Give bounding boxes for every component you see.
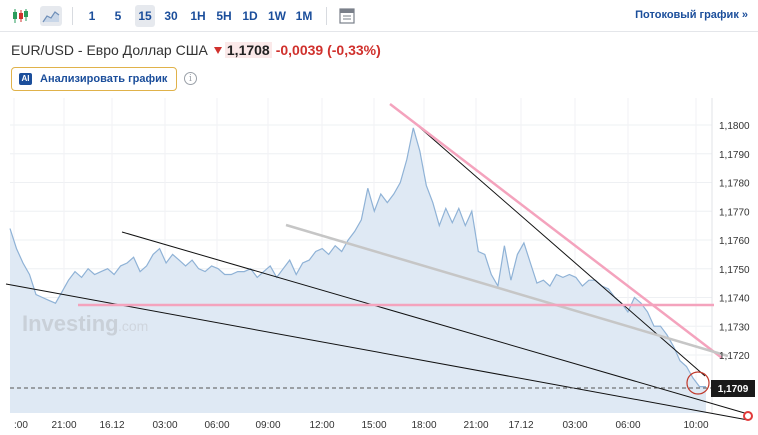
watermark-suffix: .com <box>118 318 148 334</box>
highlight-circle[interactable] <box>686 371 710 395</box>
investing-watermark: Investing .com <box>22 311 148 336</box>
interval-button-30[interactable]: 30 <box>164 9 178 23</box>
y-tick-label: 1,1730 <box>719 322 750 333</box>
calendar-icon-graphic <box>339 8 355 24</box>
y-tick-label: 1,1780 <box>719 179 750 190</box>
streaming-chart-link[interactable]: Потоковый график » <box>635 9 748 21</box>
analyze-chart-button[interactable]: AI Анализировать график <box>11 67 177 91</box>
y-tick-label: 1,1760 <box>719 236 750 247</box>
x-tick-label: :00 <box>14 420 28 431</box>
x-tick-label: 17.12 <box>508 420 533 431</box>
x-tick-label: 16.12 <box>99 420 124 431</box>
x-tick-label: 15:00 <box>361 420 386 431</box>
current-price-tag: 1,1709 <box>711 380 755 397</box>
price-line <box>9 127 706 388</box>
trendline-pink-resistance[interactable] <box>389 103 723 359</box>
x-axis: :00 21:00 16.12 03:00 06:00 09:00 12:00 15:00 18… <box>14 420 709 431</box>
x-tick-label: 03:00 <box>562 420 587 431</box>
watermark-brand: Investing <box>22 311 119 336</box>
x-tick-label: 18:00 <box>411 420 436 431</box>
y-tick-label: 1,1740 <box>719 294 750 305</box>
interval-button-5[interactable]: 5 <box>114 9 122 23</box>
candlestick-icon[interactable] <box>9 6 31 26</box>
interval-button-5h[interactable]: 5H <box>216 9 232 23</box>
chart-toolbar: 1 5 15 30 1H 5H 1D 1W 1M Потоковый график » <box>0 0 758 32</box>
interval-button-1h[interactable]: 1H <box>190 9 206 23</box>
interval-button-1[interactable]: 1 <box>88 9 96 23</box>
info-icon[interactable]: i <box>184 72 197 85</box>
x-tick-label: 03:00 <box>152 420 177 431</box>
interval-button-15[interactable]: 15 <box>135 5 155 27</box>
x-tick-label: 06:00 <box>204 420 229 431</box>
ai-icon: AI <box>19 73 32 85</box>
instrument-name: EUR/USD - Евро Доллар США <box>11 42 208 58</box>
interval-button-1m[interactable]: 1M <box>295 9 313 23</box>
y-tick-label: 1,1720 <box>719 351 750 362</box>
y-tick-label: 1,1750 <box>719 265 750 276</box>
trendline-gray[interactable] <box>285 223 729 358</box>
current-price-tag-bg <box>711 380 755 397</box>
interval-button-1d[interactable]: 1D <box>242 9 258 23</box>
x-tick-label: 06:00 <box>615 420 640 431</box>
analyze-chart-label: Анализировать график <box>40 73 168 85</box>
x-tick-label: 09:00 <box>255 420 280 431</box>
trendline-upper-channel[interactable] <box>121 231 749 415</box>
x-tick-label: 21:00 <box>51 420 76 431</box>
y-tick-label: 1,1790 <box>719 150 750 161</box>
y-tick-label: 1,1800 <box>719 121 750 132</box>
candlestick-icon-graphic <box>13 9 28 23</box>
y-axis: 1,1800 1,1790 1,1780 1,1770 1,1760 1,1750 1,17… <box>719 121 750 362</box>
price-down-arrow-icon <box>213 47 222 55</box>
x-tick-label: 10:00 <box>683 420 708 431</box>
calendar-icon[interactable] <box>336 6 358 26</box>
toolbar-separator <box>326 7 327 25</box>
price-area <box>10 127 706 414</box>
area-chart-icon-graphic <box>42 11 60 23</box>
trendline-lower-channel[interactable] <box>5 283 749 421</box>
instrument-header: EUR/USD - Евро Доллар США 1,1708 -0,0039 (… <box>11 42 381 58</box>
area-chart-icon[interactable] <box>40 6 62 26</box>
price-change: -0,0039 (-0,33%) <box>275 42 381 58</box>
current-price-tag-text: 1,1709 <box>718 384 749 395</box>
interval-button-1w[interactable]: 1W <box>268 9 286 23</box>
x-tick-label: 21:00 <box>463 420 488 431</box>
x-tick-label: 12:00 <box>309 420 334 431</box>
toolbar-separator <box>72 7 73 25</box>
y-tick-label: 1,1770 <box>719 207 750 218</box>
current-price: 1,1708 <box>224 42 272 58</box>
trendline-handle[interactable] <box>743 411 753 421</box>
